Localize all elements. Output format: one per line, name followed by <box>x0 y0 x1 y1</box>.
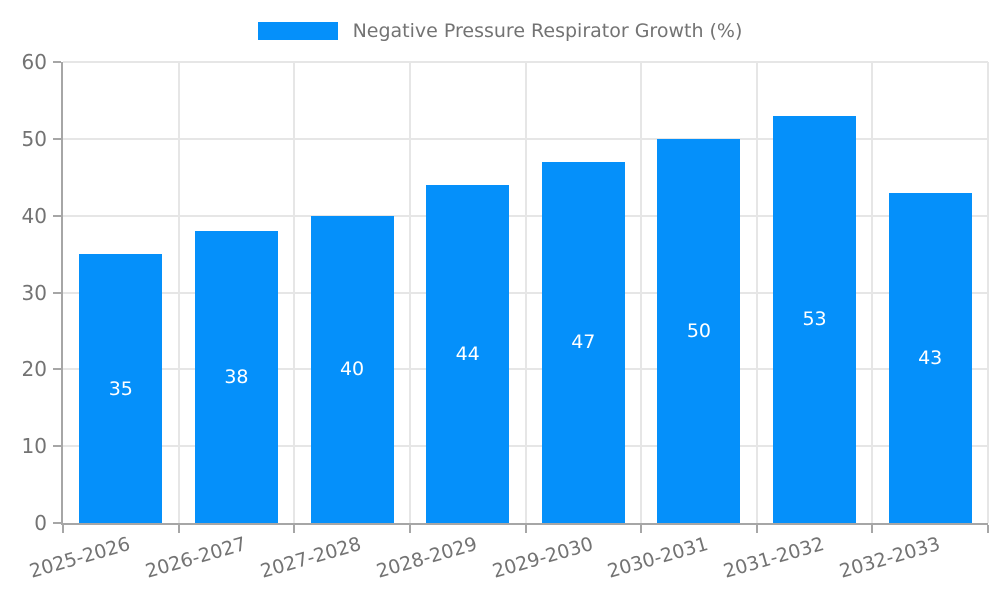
x-axis-tick <box>640 525 643 533</box>
x-tick-label: 2029-2030 <box>489 533 596 583</box>
x-axis-tick <box>987 525 989 533</box>
gridline-vertical <box>987 62 989 523</box>
y-axis-tick <box>53 137 61 140</box>
y-axis-tick <box>53 445 61 448</box>
x-axis-tick <box>408 525 411 533</box>
y-axis-tick <box>53 368 61 371</box>
x-axis-labels: 2025-2026 2026-2027 2027-2028 2028-2029 2029… <box>27 533 988 598</box>
bar-value-label: 38 <box>224 366 249 389</box>
bar <box>657 138 741 523</box>
gridline-vertical <box>755 62 758 523</box>
bar-value-label: 43 <box>918 346 943 369</box>
gridline-vertical <box>524 62 527 523</box>
y-axis-labels: 0 10 20 30 40 50 60 <box>0 50 47 535</box>
bar-value-label: 44 <box>455 342 480 365</box>
gridline-vertical <box>871 62 874 523</box>
y-tick-label: 60 <box>21 50 47 74</box>
legend-swatch <box>257 22 338 40</box>
x-axis-tick <box>524 525 527 533</box>
bar <box>888 192 972 523</box>
x-axis-tick <box>62 525 64 533</box>
y-tick-label: 40 <box>21 203 47 228</box>
bar-value-label: 53 <box>802 308 827 331</box>
gridline-vertical <box>640 62 643 523</box>
x-axis-tick <box>177 525 180 533</box>
bar <box>310 215 394 523</box>
bar-value-label: 40 <box>339 358 365 381</box>
x-tick-label: 2030-2031 <box>605 533 712 583</box>
y-tick-label: 20 <box>21 357 47 382</box>
x-tick-label: 2027-2028 <box>258 533 365 583</box>
bar <box>194 231 278 523</box>
x-tick-label: 2025-2026 <box>27 533 133 583</box>
x-tick-label: 2028-2029 <box>374 533 480 583</box>
y-axis-tick <box>53 291 61 294</box>
y-axis-tick <box>53 522 61 524</box>
x-axis-tick <box>293 525 296 533</box>
gridline-vertical <box>293 62 296 523</box>
y-tick-label: 0 <box>34 511 47 535</box>
bar <box>426 184 510 523</box>
x-tick-label: 2031-2032 <box>720 533 827 583</box>
bar <box>79 254 163 523</box>
x-tick-label: 2032-2033 <box>836 533 943 583</box>
bar-value-label: 47 <box>571 331 596 354</box>
legend-label: Negative Pressure Respirator Growth (%) <box>352 20 743 42</box>
bar <box>541 161 625 523</box>
gridline-vertical <box>408 62 411 523</box>
y-axis-tick <box>53 61 61 63</box>
x-axis-tick <box>755 525 758 533</box>
y-tick-label: 10 <box>21 434 47 459</box>
x-tick-label: 2026-2027 <box>142 533 249 583</box>
y-axis-tick <box>53 214 61 217</box>
plot-area: 35 38 40 44 47 50 53 43 <box>61 61 989 525</box>
x-axis-tick <box>871 525 874 533</box>
y-tick-label: 30 <box>21 280 47 305</box>
bar <box>773 115 857 523</box>
legend-item[interactable]: Negative Pressure Respirator Growth (%) <box>257 20 743 42</box>
gridline-vertical <box>177 62 180 523</box>
y-tick-label: 50 <box>21 126 47 151</box>
bar-value-label: 35 <box>108 377 133 400</box>
bar-value-label: 50 <box>686 319 712 342</box>
legend: Negative Pressure Respirator Growth (%) <box>0 20 1000 42</box>
